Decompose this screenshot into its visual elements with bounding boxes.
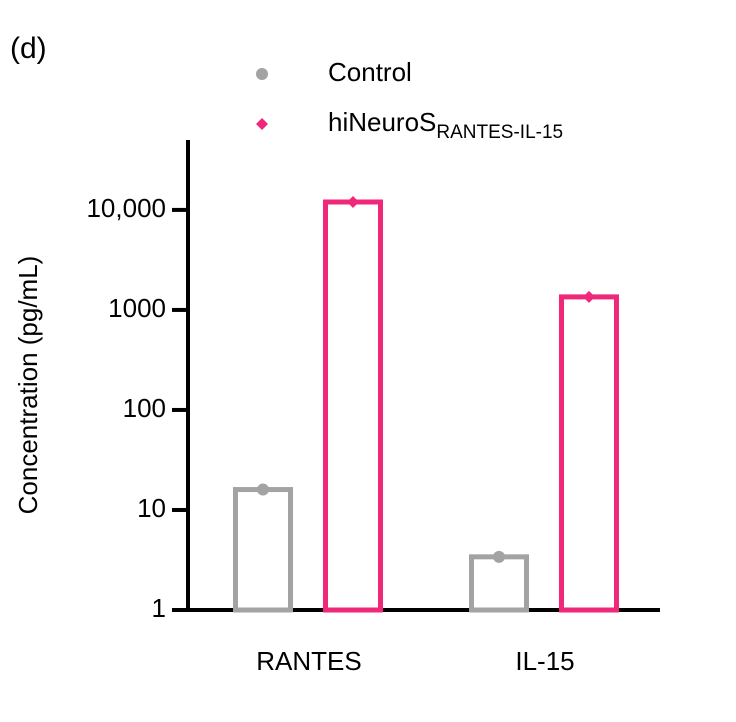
legend-name: Control	[328, 57, 412, 87]
legend-label: hiNeuroSRANTES-IL-15	[328, 107, 563, 143]
legend-subscript: RANTES-IL-15	[436, 122, 563, 143]
data-point	[347, 195, 359, 208]
legend-item: Control	[256, 57, 412, 87]
data-point	[583, 290, 595, 303]
y-tick-label: 10,000	[86, 193, 166, 223]
y-tick-label: 1000	[108, 293, 166, 323]
bar	[323, 199, 383, 613]
bar	[559, 294, 619, 613]
data-point	[257, 483, 269, 496]
y-tick-label: 100	[123, 393, 166, 423]
panel-label: (d)	[10, 32, 47, 65]
y-tick-label: 10	[137, 493, 166, 523]
bar	[469, 554, 529, 613]
data-point	[493, 550, 505, 563]
legend-marker	[256, 118, 268, 130]
x-tick-label: RANTES	[256, 646, 361, 676]
y-tick-label: 1	[152, 593, 166, 623]
legend-label: Control	[328, 57, 412, 87]
legend-item: hiNeuroSRANTES-IL-15	[256, 107, 563, 143]
legend-name: hiNeuroS	[328, 107, 436, 137]
x-tick-label: IL-15	[515, 646, 574, 676]
y-axis-label: Concentration (pg/mL)	[13, 256, 43, 515]
legend-marker	[256, 68, 268, 80]
bar	[233, 487, 293, 613]
